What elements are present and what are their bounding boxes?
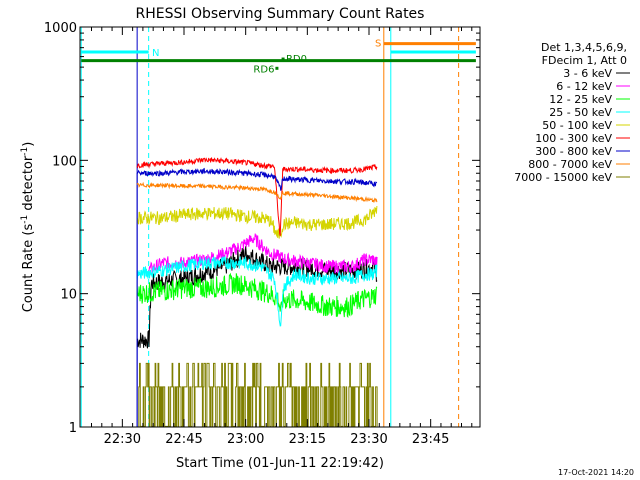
y-axis-label-main: Count Rate (s [21, 224, 36, 313]
axes-ticks: 1 10 100 1000 22:30 22:45 23:00 23:15 23:30 23:45 [44, 21, 480, 447]
legend-entry-label: 50 - 100 keV [542, 119, 612, 132]
series-line [136, 181, 378, 203]
x-axis-label: Start Time (01-Jun-11 22:19:42) [176, 456, 384, 471]
series-line [136, 167, 378, 191]
y-axis-label-mid: detector [21, 155, 36, 215]
x-tick-label: 23:45 [412, 432, 449, 447]
legend-entry-label: 25 - 50 keV [549, 106, 612, 119]
footer-date: 17-Oct-2021 14:20 [558, 468, 634, 477]
x-tick-label: 23:30 [350, 432, 387, 447]
x-tick-label: 22:45 [165, 432, 202, 447]
y-axis-label-end: ) [21, 142, 36, 147]
y-tick-label: 10 [60, 288, 77, 303]
legend-entry-label: 300 - 800 keV [535, 145, 612, 158]
series-line [136, 157, 378, 236]
legend-entry-label: 12 - 25 keV [549, 93, 612, 106]
legend: Det 1,3,4,5,6,9, FDecim 1, Att 0 3 - 6 k… [514, 41, 630, 184]
legend-header-line2: FDecim 1, Att 0 [542, 54, 627, 67]
legend-entry-label: 100 - 300 keV [535, 132, 612, 145]
y-axis-label: Count Rate (s-1 detector-1) [20, 142, 36, 313]
series-line [136, 205, 378, 239]
series-line [138, 362, 378, 427]
flag-label: S [375, 39, 381, 50]
chart-title: RHESSI Observing Summary Count Rates [136, 6, 425, 22]
plot-clip-group [80, 27, 476, 427]
rd0-marker [281, 57, 285, 61]
x-tick-label: 23:00 [227, 432, 264, 447]
rd0-label: RD0 [286, 54, 307, 65]
legend-entry-label: 3 - 6 keV [563, 67, 612, 80]
legend-entry-label: 7000 - 15000 keV [514, 171, 612, 184]
series-line [148, 233, 378, 275]
plot-frame [79, 26, 481, 428]
series-line [136, 255, 378, 327]
plot-area: N S RD6 RD0 [80, 27, 476, 427]
x-tick-label: 23:15 [289, 432, 326, 447]
rd6-label: RD6 [253, 64, 274, 75]
x-tick-label: 22:30 [104, 432, 141, 447]
legend-entry-label: 800 - 7000 keV [528, 158, 612, 171]
y-axis-label-sup2: -1 [20, 147, 30, 156]
legend-header-line1: Det 1,3,4,5,6,9, [541, 41, 627, 54]
rd6-marker [275, 66, 279, 70]
y-tick-label: 1 [69, 421, 77, 436]
y-tick-label: 1000 [44, 21, 77, 36]
flag-label: N [152, 48, 159, 59]
series-line [136, 272, 378, 319]
y-axis-label-sup1: -1 [20, 215, 30, 224]
y-tick-label: 100 [52, 154, 77, 169]
legend-entry-label: 6 - 12 keV [556, 80, 612, 93]
